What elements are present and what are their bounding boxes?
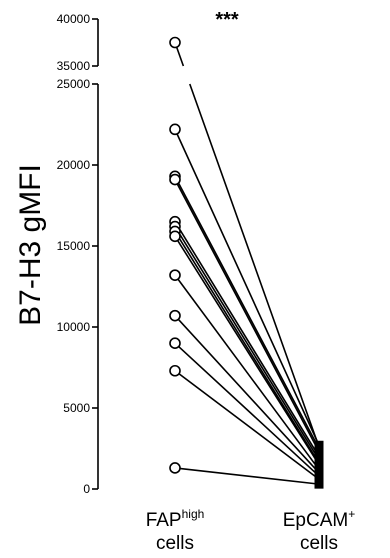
pair-lines xyxy=(174,42,320,485)
y-tick-label: 15000 xyxy=(57,239,91,253)
data-point-fap-high xyxy=(169,462,181,474)
x-category-label: EpCAM+ xyxy=(283,507,355,531)
data-point-fap-high xyxy=(169,230,181,243)
x-category-label-line2: cells xyxy=(156,533,194,554)
significance-marker: *** xyxy=(215,9,239,31)
data-point-fap-high xyxy=(169,337,181,350)
y-tick-label: 35000 xyxy=(57,59,91,73)
pair-line xyxy=(174,467,320,485)
pair-line xyxy=(174,129,320,446)
data-point-fap-high xyxy=(169,173,181,186)
y-tick-label: 20000 xyxy=(57,158,91,172)
data-point-fap-high xyxy=(169,269,181,281)
pair-line xyxy=(174,179,320,453)
pair-line xyxy=(174,235,320,466)
pair-line xyxy=(174,274,320,471)
y-tick-label: 10000 xyxy=(57,320,91,334)
x-category-label: FAPhigh xyxy=(146,507,205,531)
pair-line xyxy=(189,83,320,448)
y-tick-label: 40000 xyxy=(57,12,91,26)
data-point-fap-high xyxy=(169,364,181,377)
data-point-fap-high xyxy=(169,36,181,49)
pair-line xyxy=(174,342,320,477)
y-tick-label: 25000 xyxy=(57,77,91,91)
pair-line xyxy=(174,175,320,449)
y-axis: 0 5000 10000 15000 20000 25000 35000 40000 xyxy=(57,12,99,496)
pair-line xyxy=(174,221,320,458)
pair-line xyxy=(174,370,320,480)
pair-line xyxy=(174,226,320,461)
data-points xyxy=(169,36,324,489)
data-point-fap-high xyxy=(169,309,181,322)
data-point-epcam xyxy=(314,479,324,489)
y-tick-label: 5000 xyxy=(63,401,90,415)
y-tick-label: 0 xyxy=(83,482,90,496)
data-point-fap-high xyxy=(169,123,181,136)
pair-line xyxy=(174,230,320,464)
x-category-label-line2: cells xyxy=(300,533,338,554)
y-axis-label: B7-H3 gMFI xyxy=(14,164,47,326)
pair-line xyxy=(174,315,320,474)
